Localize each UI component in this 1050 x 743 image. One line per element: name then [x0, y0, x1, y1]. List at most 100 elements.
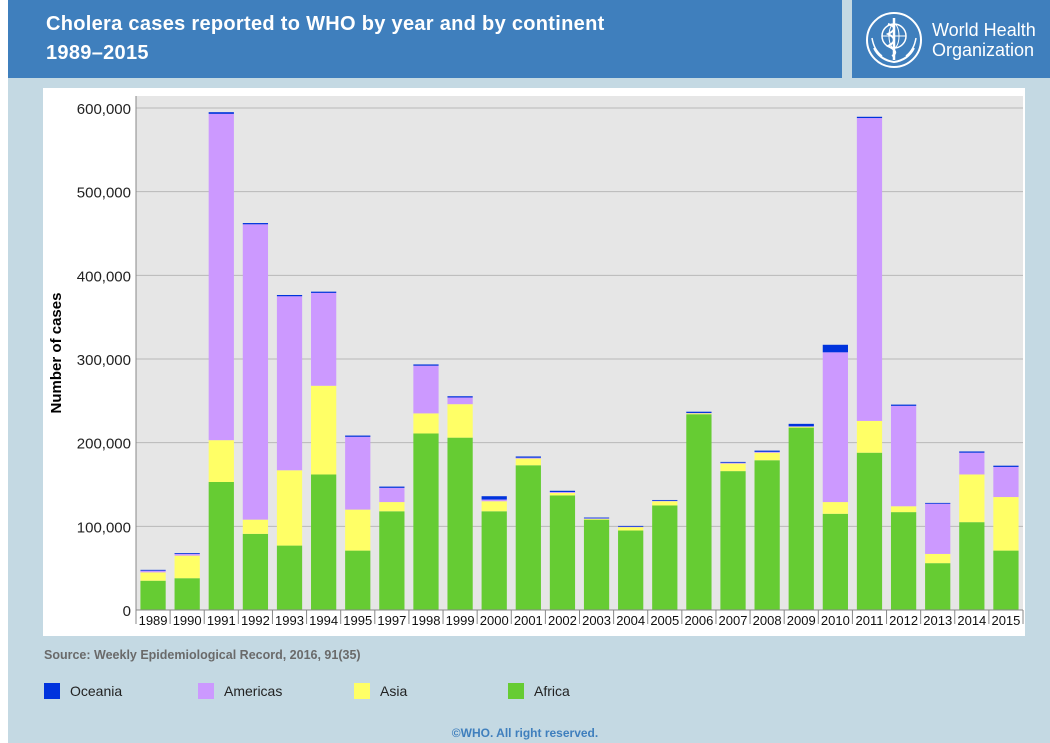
bar-africa-2000: [481, 511, 507, 610]
x-tick-label: 2013: [923, 613, 952, 628]
bar-oceania-1997: [379, 486, 405, 488]
y-tick-label: 0: [123, 603, 131, 620]
legend-swatch: [354, 683, 370, 699]
bar-oceania-2014: [959, 451, 985, 453]
bar-americas-1992: [242, 224, 269, 520]
who-logo: World Health Organization: [852, 0, 1050, 78]
bar-americas-1994: [311, 292, 337, 386]
legend-swatch: [198, 683, 214, 699]
y-axis-label: Number of cases: [48, 293, 65, 414]
y-tick-label: 400,000: [77, 268, 131, 285]
legend-swatch: [44, 683, 60, 699]
bar-americas-1993: [276, 296, 303, 471]
x-tick-label: 2012: [889, 613, 918, 628]
bar-americas-2002: [549, 492, 576, 493]
bar-africa-2014: [959, 522, 985, 610]
title-bar: Cholera cases reported to WHO by year an…: [8, 0, 842, 78]
x-tick-label: 1990: [173, 613, 202, 628]
y-tick-label: 100,000: [77, 519, 131, 536]
legend-label: Africa: [534, 683, 570, 699]
x-tick-label: 2002: [548, 613, 577, 628]
bar-asia-1991: [208, 440, 234, 482]
bar-asia-2009: [788, 426, 814, 428]
bar-africa-2007: [720, 471, 746, 610]
bar-asia-2007: [720, 463, 746, 472]
bar-oceania-2013: [925, 502, 951, 504]
bar-africa-2011: [856, 452, 883, 610]
bar-asia-2001: [515, 458, 541, 466]
bar-oceania-2006: [686, 411, 712, 413]
bar-africa-1989: [140, 580, 166, 610]
bar-oceania-1998: [413, 364, 439, 366]
bar-asia-2000: [481, 501, 507, 512]
x-tick-label: 2008: [753, 613, 782, 628]
bar-asia-2004: [618, 527, 644, 531]
bar-asia-2014: [959, 474, 985, 523]
bar-africa-2008: [754, 460, 780, 610]
bar-asia-2006: [686, 413, 712, 415]
bar-asia-2003: [583, 518, 610, 520]
bar-oceania-2003: [583, 517, 610, 519]
bar-americas-1997: [379, 487, 405, 503]
bar-asia-1994: [311, 385, 337, 475]
chart-title-line2: 1989–2015: [46, 42, 149, 64]
y-tick-label: 200,000: [77, 436, 131, 453]
bar-asia-1995: [345, 509, 371, 551]
bar-africa-2004: [618, 530, 644, 610]
bar-asia-1993: [276, 470, 303, 546]
who-logo-line1: World Health: [932, 20, 1036, 40]
bar-africa-2002: [549, 495, 576, 610]
bar-asia-1989: [140, 572, 166, 581]
bar-africa-2010: [822, 513, 848, 610]
bar-asia-1997: [379, 502, 405, 512]
bar-africa-2015: [993, 550, 1019, 610]
legend-label: Americas: [224, 683, 283, 699]
x-tick-label: 2014: [957, 613, 986, 628]
bar-africa-1990: [174, 578, 200, 610]
bar-africa-1993: [276, 545, 303, 610]
x-tick-label: 2004: [616, 613, 645, 628]
bar-americas-2010: [822, 352, 848, 503]
bar-oceania-1999: [447, 396, 473, 398]
bar-oceania-2015: [993, 465, 1019, 467]
bar-asia-2011: [856, 420, 883, 453]
x-tick-label: 1998: [412, 613, 441, 628]
who-logo-line2: Organization: [932, 40, 1035, 60]
x-tick-label: 1989: [139, 613, 168, 628]
bar-oceania-1990: [174, 553, 200, 554]
bar-africa-2001: [515, 465, 541, 610]
legend: Oceania Americas Asia Africa: [44, 680, 744, 700]
bar-oceania-2005: [652, 499, 678, 501]
source-note: Source: Weekly Epidemiological Record, 2…: [44, 648, 361, 662]
bar-oceania-2009: [788, 423, 814, 427]
x-tick-label: 1994: [309, 613, 338, 628]
bar-americas-2015: [993, 466, 1019, 498]
x-tick-label: 2001: [514, 613, 543, 628]
bar-oceania-1991: [208, 112, 234, 114]
chart-title: Cholera cases reported to WHO by year an…: [46, 10, 826, 68]
bar-asia-2012: [890, 506, 917, 513]
bar-oceania-2002: [549, 490, 576, 493]
y-tick-label: 500,000: [77, 185, 131, 202]
chart-title-line1: Cholera cases reported to WHO by year an…: [46, 13, 605, 35]
x-tick-label: 2003: [582, 613, 611, 628]
bar-africa-1997: [379, 511, 405, 610]
x-tick-label: 2007: [719, 613, 748, 628]
who-emblem-icon: [866, 12, 922, 68]
bar-oceania-2000: [481, 496, 507, 500]
bar-africa-2006: [686, 414, 712, 610]
bar-asia-2013: [925, 553, 951, 564]
bar-oceania-2001: [515, 456, 541, 458]
bar-asia-1998: [413, 413, 439, 434]
bar-oceania-1995: [345, 435, 371, 437]
bar-africa-2003: [583, 519, 610, 610]
y-tick-label: 300,000: [77, 352, 131, 369]
bar-africa-1999: [447, 437, 473, 610]
x-tick-label: 2005: [650, 613, 679, 628]
bar-oceania-1994: [311, 291, 337, 293]
x-tick-label: 1992: [241, 613, 270, 628]
x-tick-label: 1993: [275, 613, 304, 628]
bar-americas-2013: [925, 503, 951, 554]
bar-oceania-1989: [140, 569, 166, 571]
bar-africa-1995: [345, 550, 371, 610]
